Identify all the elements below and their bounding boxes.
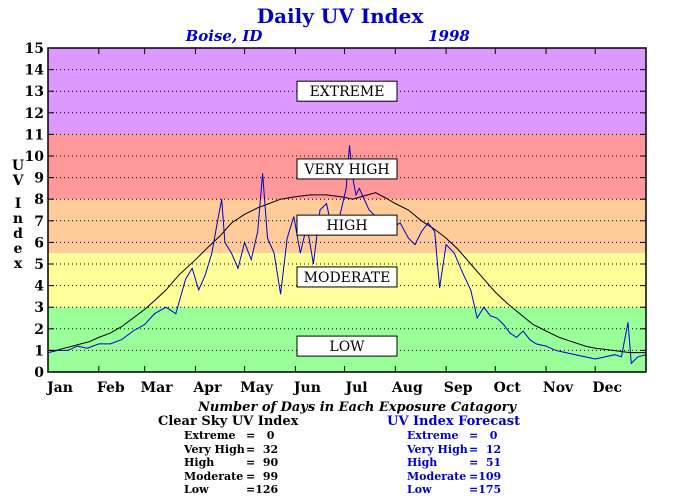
- y-tick-label: 0: [34, 365, 44, 381]
- zone-label-text: VERY HIGH: [303, 162, 389, 178]
- zone-label-box: [296, 214, 398, 236]
- x-tick-label: Oct: [494, 380, 522, 396]
- x-tick-label: May: [240, 380, 274, 396]
- zone-label-box: [296, 80, 398, 102]
- y-tick-label: 10: [25, 149, 45, 165]
- forecast-row: Very High = 12: [407, 443, 520, 457]
- forecast-row-label: Extreme: [407, 429, 459, 442]
- zone-label-moderate: MODERATE: [296, 266, 398, 288]
- y-tick-label: 1: [34, 343, 44, 359]
- y-tick-label: 15: [25, 41, 44, 57]
- y-tick-label: 13: [25, 84, 44, 100]
- clear-sky-row-value: = 0: [246, 429, 275, 442]
- zone-label-box: [296, 158, 398, 180]
- zone-labels: LOW MODERATE HIGH VERY HIGH EXTREME: [296, 80, 398, 357]
- forecast-stats: UV Index Forecast Extreme = 0 Very High = 1…: [387, 414, 520, 497]
- zone-label-text: EXTREME: [310, 84, 385, 100]
- clear-sky-row: Extreme = 0: [184, 429, 298, 443]
- clear-sky-row-label: Low: [184, 483, 209, 496]
- zone-label-text: LOW: [329, 339, 365, 355]
- x-tick-label: Jan: [45, 380, 73, 396]
- x-tick-label: Mar: [141, 380, 174, 396]
- zone-label-box: [296, 266, 398, 288]
- forecast-row: Low =175: [407, 483, 520, 497]
- x-tick-label: Apr: [192, 380, 222, 396]
- forecast-heading: UV Index Forecast: [387, 414, 521, 429]
- y-tick-label: 12: [25, 106, 44, 122]
- forecast-row-value: =175: [469, 483, 502, 496]
- y-tick-label: 5: [34, 257, 44, 273]
- zone-label-high: HIGH: [296, 214, 398, 236]
- zone-label-low: LOW: [296, 335, 398, 357]
- y-tick-label: 6: [34, 235, 44, 251]
- x-tick-label: Aug: [391, 380, 423, 396]
- zone-label-very-high: VERY HIGH: [296, 158, 398, 180]
- y-tick-label: 14: [25, 63, 45, 79]
- forecast-row-label: Low: [407, 483, 432, 496]
- uv-chart: Daily UV Index Boise, ID 1998 LOW MODERAT…: [12, 4, 647, 396]
- series-line-clear-sky-uv-index: [48, 192, 646, 354]
- clear-sky-row: Moderate = 99: [184, 470, 298, 484]
- zone-label-text: MODERATE: [304, 270, 391, 286]
- y-tick-label: 7: [34, 214, 44, 230]
- clear-sky-row: High = 90: [184, 456, 298, 470]
- x-tick-label: Jul: [343, 380, 367, 396]
- forecast-row-value: = 12: [469, 442, 502, 456]
- y-tick-label: 2: [34, 322, 44, 338]
- clear-sky-heading: Clear Sky UV Index: [158, 414, 299, 429]
- clear-sky-stats: Clear Sky UV Index Extreme = 0 Very High = …: [158, 414, 298, 497]
- forecast-row: High = 51: [407, 456, 520, 470]
- forecast-row-value: = 0: [469, 429, 498, 442]
- x-tick-label: Jun: [292, 380, 321, 396]
- plot-frame: [47, 47, 647, 373]
- y-tick-label: 3: [34, 300, 44, 316]
- clear-sky-row: Low =126: [184, 483, 298, 497]
- clear-sky-row-value: =126: [246, 483, 279, 496]
- zone-label-text: HIGH: [326, 218, 367, 234]
- zone-label-extreme: EXTREME: [296, 80, 398, 102]
- x-tick-label: Sep: [444, 380, 473, 396]
- chart-subtitle-location: Boise, ID: [185, 27, 263, 45]
- forecast-row-value: = 51: [469, 456, 502, 469]
- chart-title: Daily UV Index: [257, 4, 425, 28]
- forecast-row-label: Moderate: [407, 469, 467, 483]
- clear-sky-row-value: = 90: [246, 456, 279, 469]
- chart-subtitle-year: 1998: [428, 27, 470, 45]
- zone-label-box: [296, 335, 398, 357]
- stats-title: Number of Days in Each Exposure Catagory: [198, 400, 517, 415]
- forecast-row: Extreme = 0: [407, 429, 520, 443]
- forecast-row-label: Very High: [407, 442, 468, 456]
- clear-sky-row: Very High = 32: [184, 443, 298, 457]
- x-tick-label: Nov: [543, 380, 574, 396]
- clear-sky-row-value: = 32: [246, 442, 279, 456]
- clear-sky-row-label: Very High: [184, 442, 245, 456]
- y-tick-label: 4: [34, 279, 44, 295]
- y-tick-label: 9: [34, 171, 44, 187]
- y-tick-label: 11: [25, 127, 44, 143]
- y-tick-label: 8: [34, 192, 44, 208]
- clear-sky-row-label: Extreme: [184, 429, 236, 442]
- forecast-row-value: =109: [469, 469, 502, 483]
- forecast-row-label: High: [407, 456, 438, 469]
- clear-sky-row-label: High: [184, 456, 215, 469]
- x-axis-ticks: Jan Feb Mar Apr May Jun Jul Aug Sep Oct Nov Dec: [45, 48, 622, 396]
- forecast-row: Moderate =109: [407, 470, 520, 484]
- x-tick-label: Feb: [97, 380, 125, 396]
- clear-sky-row-value: = 99: [246, 469, 279, 483]
- x-tick-label: Dec: [592, 380, 622, 396]
- clear-sky-row-label: Moderate: [184, 469, 244, 483]
